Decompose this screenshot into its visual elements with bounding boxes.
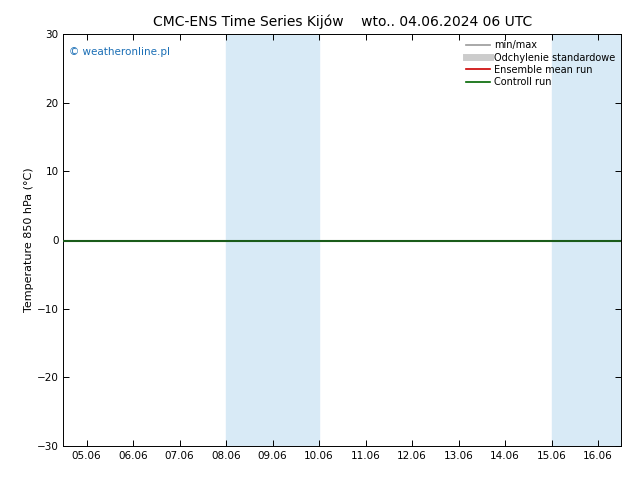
Bar xyxy=(273,34,319,446)
Bar xyxy=(552,34,621,446)
Text: © weatheronline.pl: © weatheronline.pl xyxy=(69,47,170,57)
Legend: min/max, Odchylenie standardowe, Ensemble mean run, Controll run: min/max, Odchylenie standardowe, Ensembl… xyxy=(462,36,619,91)
Y-axis label: Temperature 850 hPa (°C): Temperature 850 hPa (°C) xyxy=(24,168,34,313)
Bar xyxy=(226,34,273,446)
Title: CMC-ENS Time Series Kijów    wto.. 04.06.2024 06 UTC: CMC-ENS Time Series Kijów wto.. 04.06.20… xyxy=(153,15,532,29)
